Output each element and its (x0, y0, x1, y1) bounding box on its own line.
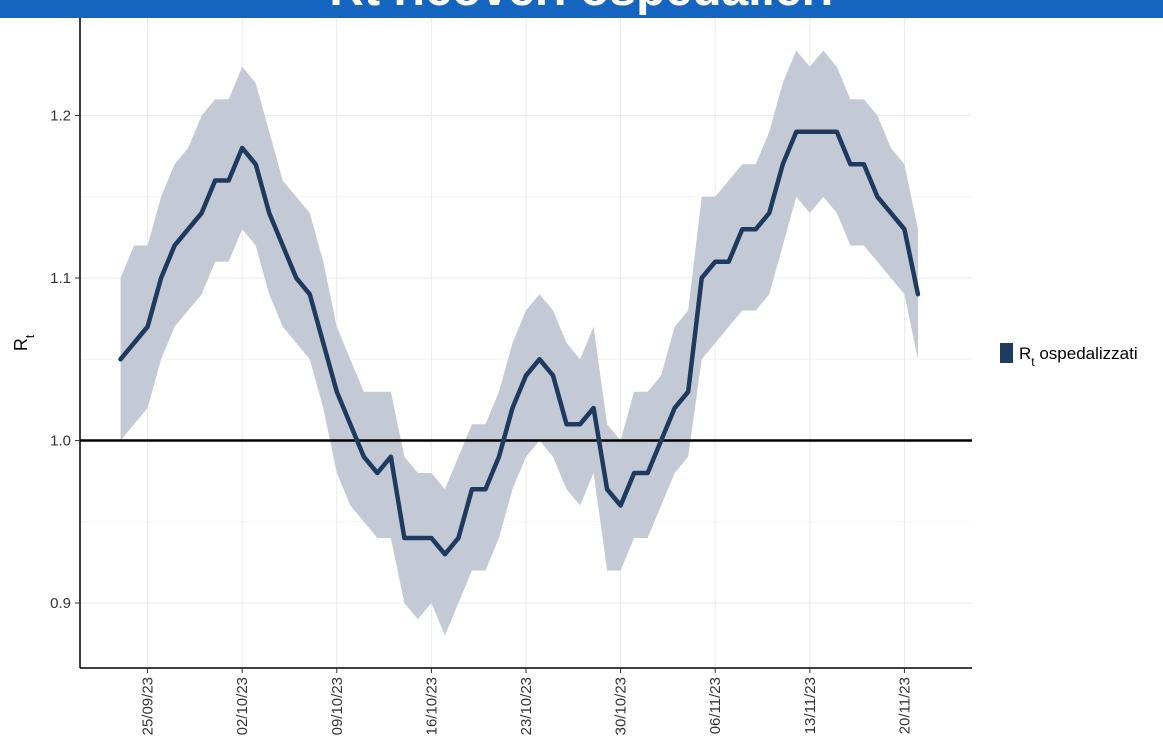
x-tick-label: 30/10/23 (613, 677, 630, 735)
confidence-band-layer (120, 50, 918, 636)
series-line (118, 129, 921, 557)
x-tick-label: 25/09/23 (140, 677, 157, 735)
x-tick-label: 13/11/23 (802, 677, 819, 734)
y-tick-label: 0.9 (50, 595, 71, 612)
x-tick-label: 09/10/23 (329, 677, 346, 735)
legend-swatch (1000, 343, 1013, 363)
top-banner: Rt ricoveri ospedalieri (0, 0, 1163, 18)
x-tick-label: 23/10/23 (518, 677, 535, 735)
x-tick-label: 20/11/23 (896, 677, 913, 734)
legend: Rt ospedalizzati (1000, 343, 1138, 369)
banner-title: Rt ricoveri ospedalieri (0, 0, 1163, 18)
y-tick-label: 1.2 (50, 108, 71, 125)
axis-layer: 0.9 1.0 1.1 1.2 25/09/23 02/10/23 09/10/23 16/1… (11, 18, 972, 735)
x-tick-label: 02/10/23 (234, 677, 251, 735)
legend-label: Rt ospedalizzati (1019, 344, 1138, 369)
y-axis-title: Rt (11, 334, 37, 351)
y-tick-label: 1.1 (50, 270, 71, 287)
y-tick-label: 1.0 (50, 433, 71, 450)
x-tick-label: 06/11/23 (707, 677, 724, 734)
series-line-layer (118, 129, 921, 557)
x-tick-label: 16/10/23 (423, 677, 440, 735)
confidence-band (120, 50, 918, 636)
